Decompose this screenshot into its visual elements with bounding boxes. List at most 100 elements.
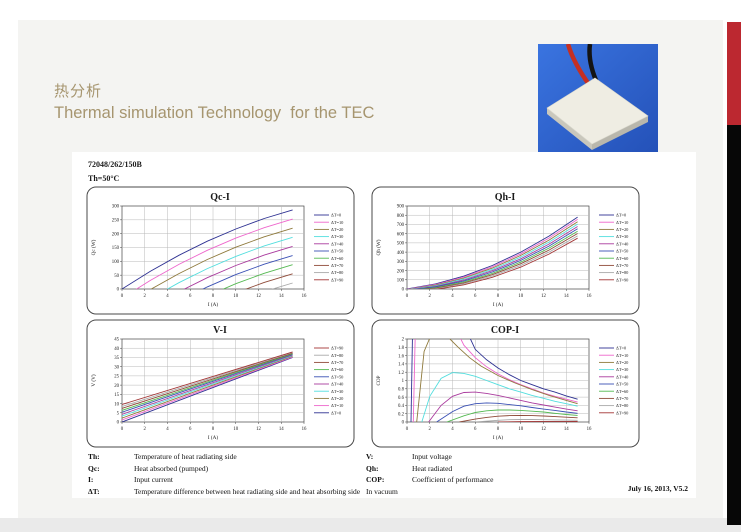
svg-text:1: 1: [402, 379, 405, 384]
svg-text:ΔT=40: ΔT=40: [616, 374, 629, 379]
svg-text:ΔT=60: ΔT=60: [616, 389, 629, 394]
svg-text:2: 2: [429, 427, 432, 432]
svg-text:16: 16: [302, 294, 307, 299]
definition-term: Th:: [88, 452, 100, 461]
svg-text:400: 400: [397, 251, 405, 256]
footer-version: July 16, 2013, V5.2: [627, 484, 688, 493]
svg-text:ΔT=70: ΔT=70: [331, 263, 344, 268]
svg-text:1.8: 1.8: [398, 346, 405, 351]
content-panel: 72048/262/150B Th=50°C Qc-I 0 2 4 6 8 10 12 14 16…: [72, 152, 696, 498]
svg-text:ΔT=90: ΔT=90: [616, 277, 629, 282]
svg-text:0: 0: [406, 294, 409, 299]
svg-text:1.6: 1.6: [398, 354, 405, 359]
svg-text:0: 0: [121, 294, 124, 299]
svg-text:ΔT=50: ΔT=50: [616, 382, 629, 387]
svg-text:0: 0: [117, 288, 120, 293]
svg-text:700: 700: [397, 223, 405, 228]
chart-qc-i: Qc-I 0 2 4 6 8 10 12 14 16 0 50 100 150 200 250 300 I (A)…: [86, 186, 355, 315]
svg-text:I (A): I (A): [208, 301, 218, 308]
svg-text:0: 0: [402, 288, 405, 293]
definition-row: I: Input current: [88, 475, 388, 484]
definition-row: Th: Temperature of heat radiating side: [88, 452, 388, 461]
svg-text:14: 14: [279, 427, 284, 432]
svg-text:ΔT=20: ΔT=20: [331, 227, 344, 232]
tec-module-photo: [538, 44, 658, 154]
svg-text:ΔT=0: ΔT=0: [331, 410, 342, 415]
svg-text:I (A): I (A): [493, 434, 503, 441]
svg-text:600: 600: [397, 232, 405, 237]
svg-text:300: 300: [397, 260, 405, 265]
svg-text:20: 20: [114, 384, 119, 389]
definitions-right: V: Input voltage Qh: Heat radiated COP: …: [366, 452, 666, 498]
svg-text:5: 5: [117, 411, 120, 416]
svg-text:10: 10: [233, 427, 238, 432]
definition-text: Input current: [134, 475, 173, 485]
black-accent-bar: [727, 125, 741, 525]
svg-text:ΔT=50: ΔT=50: [331, 374, 344, 379]
definition-term: ΔT:: [88, 486, 100, 496]
svg-text:35: 35: [114, 356, 119, 361]
svg-text:ΔT=70: ΔT=70: [616, 396, 629, 401]
svg-text:6: 6: [474, 294, 477, 299]
svg-text:ΔT=20: ΔT=20: [616, 227, 629, 232]
svg-text:ΔT=60: ΔT=60: [331, 367, 344, 372]
svg-text:ΔT=10: ΔT=10: [616, 220, 629, 225]
svg-text:100: 100: [112, 260, 120, 265]
svg-text:8: 8: [497, 427, 500, 432]
svg-text:Qh (W): Qh (W): [375, 239, 382, 255]
svg-text:10: 10: [518, 294, 523, 299]
svg-text:8: 8: [212, 427, 215, 432]
svg-text:900: 900: [397, 205, 405, 210]
definition-text: Input voltage: [412, 452, 452, 461]
svg-text:ΔT=40: ΔT=40: [331, 241, 344, 246]
svg-text:V (V): V (V): [90, 374, 97, 386]
svg-text:2: 2: [144, 294, 147, 299]
svg-text:Qc-I: Qc-I: [210, 192, 230, 203]
svg-text:12: 12: [541, 294, 546, 299]
svg-text:6: 6: [189, 294, 192, 299]
svg-text:ΔT=50: ΔT=50: [616, 249, 629, 254]
svg-text:I (A): I (A): [493, 301, 503, 308]
definition-text: Temperature of heat radiating side: [134, 452, 237, 461]
svg-text:ΔT=90: ΔT=90: [331, 346, 344, 351]
definition-row: ΔT: Temperature difference between heat …: [88, 487, 388, 496]
svg-text:ΔT=30: ΔT=30: [616, 367, 629, 372]
svg-text:200: 200: [112, 232, 120, 237]
definition-row: Qh: Heat radiated: [366, 464, 666, 473]
svg-text:50: 50: [114, 274, 119, 279]
svg-text:ΔT=10: ΔT=10: [331, 403, 344, 408]
svg-text:ΔT=30: ΔT=30: [331, 389, 344, 394]
svg-text:500: 500: [397, 242, 405, 247]
svg-text:ΔT=30: ΔT=30: [616, 234, 629, 239]
svg-text:0: 0: [406, 427, 409, 432]
definition-row: Qc: Heat absorbed (pumped): [88, 464, 388, 473]
definition-text: Coefficient of performance: [412, 475, 494, 485]
svg-text:6: 6: [189, 427, 192, 432]
definition-term: V:: [366, 452, 374, 461]
chart-cop-i: COP-I 0 2 4 6 8 10 12 14 16 0 0.2 0.4 0.6 0.8 1 1.2 1.4 1.…: [371, 319, 640, 448]
svg-text:30: 30: [114, 365, 119, 370]
svg-text:ΔT=90: ΔT=90: [616, 410, 629, 415]
svg-text:0.2: 0.2: [398, 412, 405, 417]
svg-text:ΔT=20: ΔT=20: [616, 360, 629, 365]
svg-text:ΔT=80: ΔT=80: [331, 270, 344, 275]
svg-text:Qh-I: Qh-I: [495, 192, 516, 203]
model-number: 72048/262/150B: [88, 160, 142, 169]
svg-text:12: 12: [256, 294, 261, 299]
definition-term: COP:: [366, 475, 385, 485]
svg-text:10: 10: [114, 402, 119, 407]
svg-text:0.4: 0.4: [398, 404, 405, 409]
svg-text:40: 40: [114, 347, 119, 352]
svg-text:V-I: V-I: [213, 325, 227, 336]
svg-text:2: 2: [144, 427, 147, 432]
svg-text:ΔT=80: ΔT=80: [616, 270, 629, 275]
svg-text:12: 12: [256, 427, 261, 432]
svg-text:2: 2: [429, 294, 432, 299]
svg-text:0: 0: [117, 421, 120, 426]
svg-text:ΔT=70: ΔT=70: [616, 263, 629, 268]
module-side-left: [547, 108, 592, 150]
svg-text:10: 10: [233, 294, 238, 299]
svg-text:100: 100: [397, 278, 405, 283]
svg-text:COP-I: COP-I: [491, 325, 519, 336]
svg-text:0.6: 0.6: [398, 396, 405, 401]
